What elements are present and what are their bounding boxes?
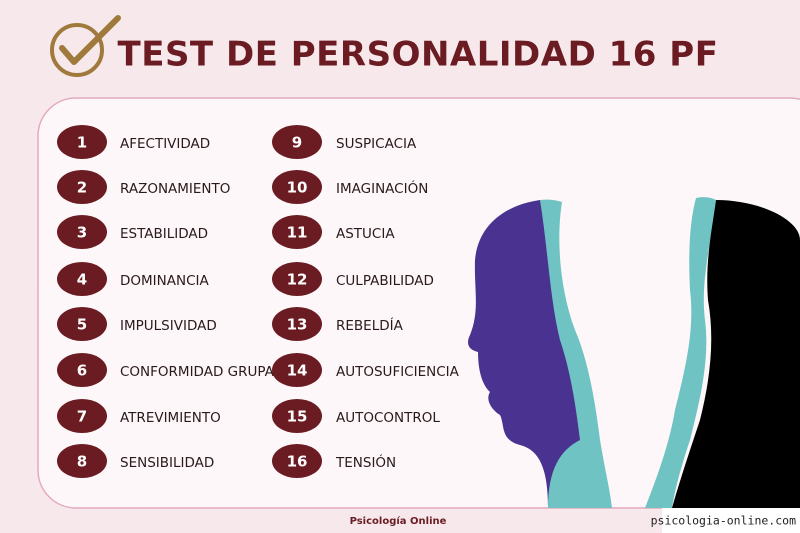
factor-label: REBELDÍA	[336, 317, 404, 334]
factor-number: 9	[292, 134, 302, 152]
brand: Psicología Online	[350, 515, 447, 527]
factor-number: 14	[287, 362, 308, 380]
number-badge	[272, 399, 322, 433]
factor-label: ESTABILIDAD	[120, 226, 208, 242]
factor-number: 13	[287, 316, 308, 334]
factor-number: 15	[287, 408, 308, 426]
factor-number: 10	[287, 179, 308, 197]
number-badge	[272, 444, 322, 478]
factor-label: ASTUCIA	[336, 226, 395, 242]
number-badge	[57, 444, 107, 478]
factor-label: AUTOCONTROL	[336, 410, 440, 426]
number-badge	[272, 215, 322, 249]
factor-number: 5	[77, 316, 87, 334]
factor-label: TENSIÓN	[335, 453, 396, 471]
watermark: psicologia-online.com	[651, 514, 796, 528]
number-badge	[57, 170, 107, 204]
factor-number: 3	[77, 224, 87, 242]
factor-label: RAZONAMIENTO	[120, 181, 230, 197]
number-badge	[272, 353, 322, 387]
title: TEST DE PERSONALIDAD 16 PF	[118, 35, 719, 75]
check-icon	[50, 15, 121, 77]
black-face	[672, 200, 800, 508]
factor-label: IMAGINACIÓN	[336, 179, 428, 197]
card	[37, 97, 800, 509]
factor-number: 1	[77, 134, 87, 152]
number-badge	[57, 399, 107, 433]
factor-label: CONFORMIDAD GRUPAL	[120, 364, 282, 380]
factor-number: 7	[77, 408, 87, 426]
factor-number: 2	[77, 179, 87, 197]
factor-label: SENSIBILIDAD	[120, 455, 214, 471]
factor-number: 11	[287, 224, 308, 242]
faces	[467, 197, 800, 508]
number-badge	[272, 170, 322, 204]
factor-label: CULPABILIDAD	[336, 273, 434, 289]
number-badge	[272, 307, 322, 341]
number-badge	[57, 307, 107, 341]
number-badge	[57, 353, 107, 387]
number-badge	[57, 262, 107, 296]
number-badge	[272, 262, 322, 296]
factor-label: IMPULSIVIDAD	[120, 318, 217, 334]
factor-number: 6	[77, 362, 87, 380]
factor-label: DOMINANCIA	[120, 273, 209, 289]
number-badge	[57, 215, 107, 249]
factor-number: 8	[77, 453, 87, 471]
purple-face	[467, 200, 605, 508]
factor-label: AFECTIVIDAD	[120, 136, 210, 152]
teal-strip-right	[645, 197, 716, 508]
factor-label: ATREVIMIENTO	[120, 410, 221, 426]
factor-label: SUSPICACIA	[336, 136, 417, 152]
number-badge	[272, 125, 322, 159]
factor-number: 4	[77, 271, 87, 289]
factor-number: 12	[287, 271, 308, 289]
teal-strip-left	[540, 199, 612, 508]
number-badge	[57, 125, 107, 159]
factor-list: 1 AFECTIVIDAD 2 RAZONAMIENTO 3 ESTABILIDAD 4 DO…	[57, 125, 460, 478]
factor-number: 16	[287, 453, 308, 471]
factor-label: AUTOSUFICIENCIA	[336, 364, 460, 380]
watermark-bg	[662, 508, 800, 533]
